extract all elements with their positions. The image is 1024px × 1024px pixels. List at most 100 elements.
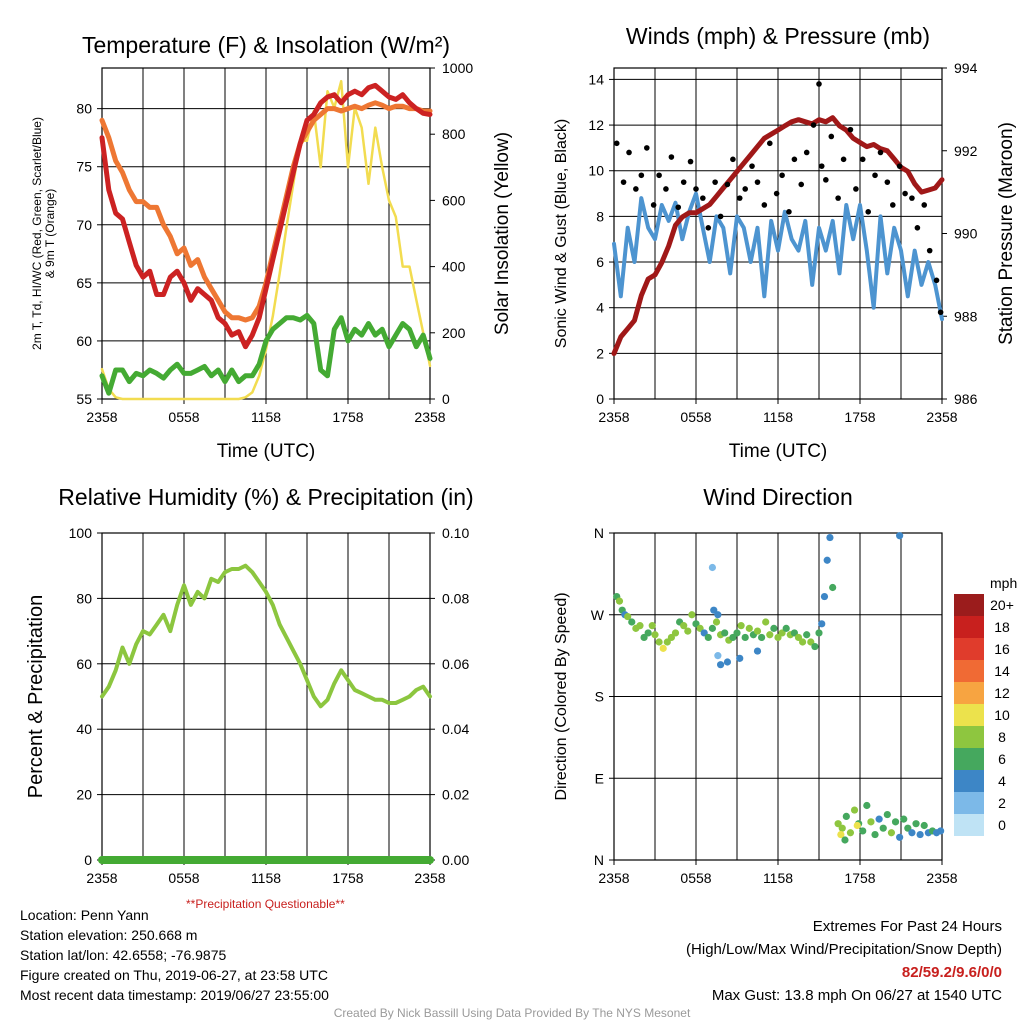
- y-tick-label: E: [595, 770, 604, 786]
- gust-point: [613, 140, 620, 147]
- x-tick-label: 1758: [844, 870, 875, 886]
- direction-point: [846, 829, 855, 837]
- direction-point: [636, 622, 644, 630]
- y-tick-label: 60: [76, 656, 92, 672]
- series-relative-humidity: [100, 563, 432, 709]
- recent-data-text: Most recent data timestamp: 2019/06/27 2…: [20, 987, 329, 1003]
- direction-point: [753, 627, 762, 635]
- direction-point: [875, 815, 883, 823]
- gust-point: [872, 172, 878, 179]
- gust-point: [877, 149, 884, 156]
- direction-point: [655, 638, 663, 646]
- colorbar-label: 10: [994, 707, 1010, 723]
- colorbar-swatch: [954, 638, 984, 660]
- y2-tick-label: 0: [442, 391, 450, 407]
- series-sonic-wind: [612, 191, 944, 322]
- colorbar-label: 20+: [990, 597, 1014, 613]
- direction-point: [867, 818, 875, 826]
- direction-point: [737, 622, 745, 630]
- direction-point: [811, 642, 819, 651]
- series-td: [99, 312, 433, 396]
- gust-point: [638, 172, 645, 179]
- colorbar-swatch: [954, 704, 984, 726]
- x-tick-label: 2358: [926, 409, 957, 425]
- y2-tick-label: 800: [442, 126, 466, 142]
- colorbar-label: 8: [998, 729, 1006, 745]
- x-tick-label: 2358: [414, 409, 445, 425]
- y-tick-label: 70: [76, 217, 92, 233]
- y2-tick-label: 0.04: [442, 721, 469, 737]
- y2-tick-label: 986: [954, 391, 978, 407]
- y2-tick-label: 994: [954, 60, 978, 76]
- gust-point: [828, 133, 835, 140]
- y-tick-label: N: [594, 525, 604, 541]
- y-tick-label: 60: [76, 333, 92, 349]
- max-gust-text: Max Gust: 13.8 mph On 06/27 at 1540 UTC: [711, 987, 1002, 1004]
- direction-point: [838, 824, 846, 832]
- colorbar-swatch: [954, 616, 984, 638]
- direction-point: [850, 806, 859, 814]
- gust-point: [847, 126, 854, 133]
- x-axis-label: Time (UTC): [729, 441, 828, 462]
- series-2m-t: [99, 82, 433, 350]
- x-axis-label: Time (UTC): [217, 441, 316, 462]
- gust-point: [650, 202, 657, 208]
- direction-point: [758, 633, 766, 642]
- x-tick-label: 1158: [251, 870, 281, 886]
- y-tick-label: 6: [596, 254, 604, 270]
- gust-point: [865, 209, 871, 215]
- direction-point: [863, 801, 871, 810]
- colorbar-swatch: [954, 726, 984, 748]
- direction-point: [714, 652, 722, 660]
- gust-point: [680, 179, 687, 185]
- chart-title: Wind Direction: [703, 484, 853, 510]
- y-tick-label: 55: [76, 391, 92, 407]
- direction-point: [891, 818, 900, 826]
- y-tick-label: 100: [69, 525, 93, 541]
- direction-point: [826, 533, 834, 542]
- chart-title: Winds (mph) & Pressure (mb): [626, 23, 930, 49]
- direction-point: [896, 833, 904, 841]
- y-tick-label: 40: [76, 721, 92, 737]
- gust-point: [937, 309, 944, 316]
- gust-point: [656, 172, 662, 179]
- gust-point: [779, 172, 785, 179]
- gust-point: [717, 213, 724, 220]
- direction-point: [741, 633, 749, 642]
- colorbar-label: 4: [998, 773, 1006, 789]
- direction-point: [708, 624, 717, 632]
- x-tick-label: 2358: [414, 870, 445, 886]
- direction-point: [615, 597, 624, 605]
- direction-point: [723, 658, 732, 666]
- y2-tick-label: 0.10: [442, 525, 469, 541]
- direction-point: [736, 654, 744, 662]
- y2-axis-label: Station Pressure (Maroon): [996, 122, 1017, 345]
- gust-point: [687, 158, 694, 165]
- colorbar-label: 14: [994, 663, 1010, 679]
- speed-colorbar: [954, 594, 984, 836]
- x-tick-label: 2358: [86, 409, 117, 425]
- y-tick-label: N: [594, 852, 604, 868]
- gust-point: [754, 179, 761, 185]
- gust-point: [803, 149, 810, 156]
- y-axis-label: Sonic Wind & Gust (Blue, Black): [553, 119, 570, 348]
- x-tick-label: 1158: [763, 870, 793, 886]
- gust-point: [712, 179, 718, 185]
- colorbar-swatch: [954, 660, 984, 682]
- y-tick-label: 10: [588, 163, 604, 179]
- y-tick-label: 20: [76, 787, 92, 803]
- direction-point: [762, 618, 770, 626]
- direction-point: [887, 829, 896, 837]
- direction-point: [708, 563, 717, 572]
- x-tick-label: 1758: [332, 870, 363, 886]
- extremes-title: Extremes For Past 24 Hours: [812, 918, 1002, 935]
- elevation-text: Station elevation: 250.668 m: [20, 927, 198, 943]
- direction-point: [837, 830, 845, 839]
- gust-point: [818, 163, 825, 169]
- gust-point: [859, 156, 866, 163]
- location-text: Location: Penn Yann: [20, 907, 149, 923]
- gust-point: [909, 195, 915, 201]
- direction-point: [803, 631, 811, 639]
- y2-tick-label: 0.06: [442, 656, 469, 672]
